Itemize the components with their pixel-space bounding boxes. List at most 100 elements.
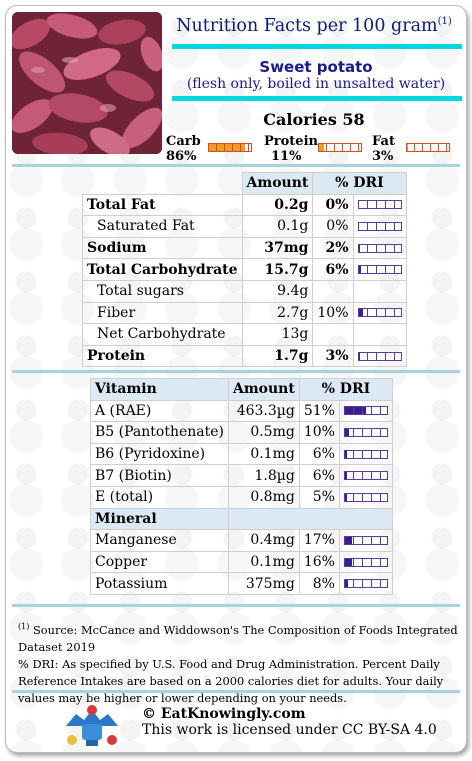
dri-bar <box>343 449 388 459</box>
dri-header: % DRI <box>312 172 407 195</box>
nutrient-amount: 0.2g <box>241 193 314 217</box>
vitamin-row: B6 (Pyridoxine) 0.1mg 6% <box>90 442 393 466</box>
section-separator <box>12 370 460 373</box>
mineral-amount: 0.4mg <box>227 529 300 552</box>
mineral-row: Manganese 0.4mg 17% <box>90 529 393 552</box>
nutrient-row: Sodium 37mg 2% <box>82 236 407 260</box>
mineral-name: Manganese <box>90 529 229 552</box>
vitamin-dri: 10% <box>298 421 340 444</box>
nutrient-amount: 13g <box>241 323 314 346</box>
dri-bar <box>357 200 402 210</box>
macro-bar-fat <box>406 143 450 152</box>
nutrient-amount: 2.7g <box>241 301 314 325</box>
vitamin-dri: 51% <box>298 399 340 423</box>
vitamin-row: B7 (Biotin) 1.8µg 6% <box>90 464 393 487</box>
section-separator <box>12 690 460 693</box>
dri-bar <box>343 579 388 589</box>
macro-protein: Protein 11% <box>264 134 318 164</box>
nutrient-row: Protein 1.7g 3% <box>82 344 407 368</box>
nutrients-table: Amount % DRI Total Fat 0.2g 0% Saturated Fa… <box>82 172 407 368</box>
nutrient-amount: 15.7g <box>241 258 314 281</box>
macro-carb: Carb 86% <box>166 134 201 164</box>
food-photo <box>12 12 162 154</box>
nutrition-card: Nutrition Facts per 100 gram(1) Sweet po… <box>5 5 467 753</box>
nutrient-dri: 2% <box>312 236 354 260</box>
nutrient-dri: 0% <box>312 193 354 217</box>
nutrient-dri-bar-cell <box>352 258 407 281</box>
nutrient-dri-bar-cell <box>352 301 407 325</box>
nutrient-dri-bar-cell <box>352 236 407 260</box>
eatknowingly-logo-icon <box>62 704 122 748</box>
brand-copyright: © EatKnowingly.com <box>142 706 306 722</box>
footnotes: (1) Source: McCance and Widdowson's The … <box>18 618 458 707</box>
vitamin-amount: 0.5mg <box>227 421 300 444</box>
nutrient-row: Total Fat 0.2g 0% <box>82 193 407 217</box>
vitamin-row: B5 (Pantothenate) 0.5mg 10% <box>90 421 393 444</box>
nutrient-name: Sodium <box>82 236 243 260</box>
page-title: Nutrition Facts per 100 gram(1) <box>176 16 452 36</box>
mineral-name: Copper <box>90 550 229 574</box>
nutrient-amount: 1.7g <box>241 344 314 368</box>
nutrient-row: Fiber 2.7g 10% <box>82 301 407 325</box>
nutrient-dri: 6% <box>312 258 354 281</box>
dri-bar <box>357 243 402 253</box>
mineral-row: Potassium 375mg 8% <box>90 572 393 595</box>
nutrient-dri-bar-cell <box>352 215 407 238</box>
vitamin-name: B7 (Biotin) <box>90 464 229 487</box>
nutrient-name: Fiber <box>82 301 243 325</box>
mineral-amount: 375mg <box>227 572 300 595</box>
vitamin-amount: 0.8mg <box>227 485 300 509</box>
dri-bar <box>357 351 402 361</box>
vitamin-dri: 5% <box>298 485 340 509</box>
mineral-header: Mineral <box>90 507 229 531</box>
nutrient-amount: 37mg <box>241 236 314 260</box>
vitamin-dri-bar-cell <box>338 464 393 487</box>
nutrient-name: Protein <box>82 344 243 368</box>
vitamin-name: B6 (Pyridoxine) <box>90 442 229 466</box>
nutrient-name: Saturated Fat <box>82 215 243 238</box>
nutrient-row: Total Carbohydrate 15.7g 6% <box>82 258 407 281</box>
mineral-amount: 0.1mg <box>227 550 300 574</box>
vitamin-amount: 0.1mg <box>227 442 300 466</box>
vitamin-amount: 463.3µg <box>227 399 300 423</box>
nutrient-amount: 0.1g <box>241 215 314 238</box>
nutrient-dri: 10% <box>312 301 354 325</box>
nutrient-row: Saturated Fat 0.1g 0% <box>82 215 407 238</box>
dri-bar <box>343 406 388 416</box>
vitamin-dri-bar-cell <box>338 421 393 444</box>
macro-bar-carb <box>208 143 252 152</box>
mineral-dri: 8% <box>298 572 340 595</box>
nutrient-dri-bar-cell <box>352 279 407 303</box>
dri-bar <box>357 221 402 231</box>
brand-footer: © EatKnowingly.com This work is licensed… <box>142 706 437 738</box>
nutrient-row: Net Carbohydrate 13g <box>82 323 407 346</box>
vitamin-name: E (total) <box>90 485 229 509</box>
dri-bar <box>343 427 388 437</box>
nutrient-name: Total Carbohydrate <box>82 258 243 281</box>
vitamin-name: A (RAE) <box>90 399 229 423</box>
macro-fat: Fat 3% <box>372 134 395 164</box>
dri-bar <box>357 308 402 318</box>
section-separator <box>12 604 460 607</box>
macro-bar-protein <box>318 143 362 152</box>
vitamin-dri-header: % DRI <box>298 378 393 401</box>
dri-bar <box>357 265 402 275</box>
divider-bar-top <box>172 44 462 49</box>
vitamins-minerals-table: Vitamin Amount % DRI A (RAE) 463.3µg 51% B5… <box>90 378 393 595</box>
mineral-name: Potassium <box>90 572 229 595</box>
nutrient-name: Net Carbohydrate <box>82 323 243 346</box>
nutrient-amount: 9.4g <box>241 279 314 303</box>
food-name: Sweet potato <box>259 58 373 76</box>
vitamin-amount-header: Amount <box>227 378 300 401</box>
divider-bar-bottom <box>172 96 462 101</box>
nutrient-dri <box>312 279 354 303</box>
vitamin-dri: 6% <box>298 464 340 487</box>
nutrient-dri-bar-cell <box>352 193 407 217</box>
food-description: (flesh only, boiled in unsalted water) <box>186 76 446 92</box>
mineral-row: Copper 0.1mg 16% <box>90 550 393 574</box>
nutrient-dri: 0% <box>312 215 354 238</box>
nutrient-row: Total sugars 9.4g <box>82 279 407 303</box>
vitamin-name: B5 (Pantothenate) <box>90 421 229 444</box>
vitamin-dri-bar-cell <box>338 485 393 509</box>
amount-header: Amount <box>241 172 314 195</box>
